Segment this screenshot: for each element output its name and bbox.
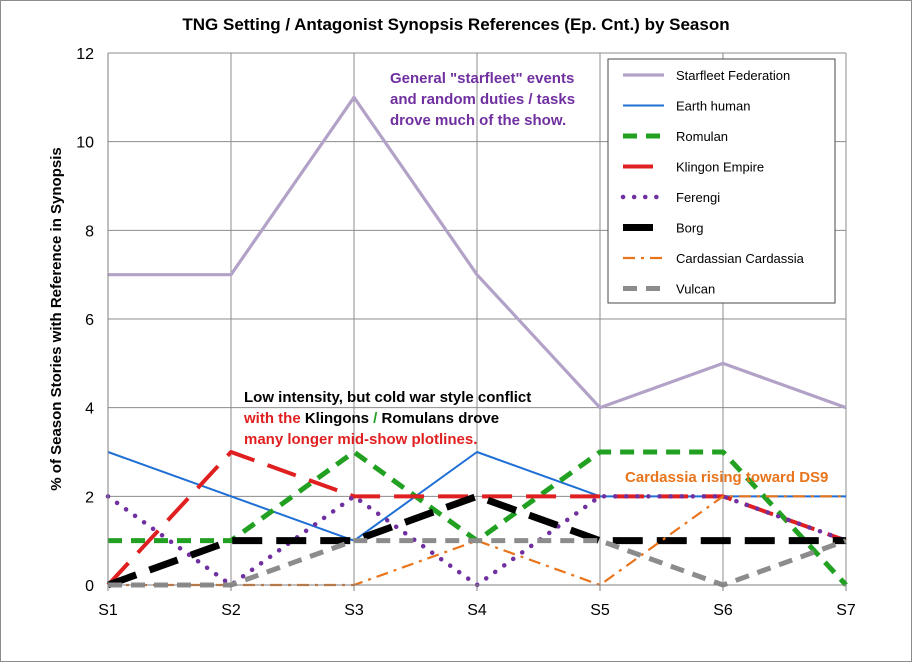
legend-label: Ferengi <box>676 190 720 205</box>
x-tick-label: S5 <box>590 602 610 619</box>
annotation-text: Klingons <box>305 410 369 427</box>
annotations: General "starfleet" events and random dut… <box>243 70 828 486</box>
series-line-5 <box>106 492 846 589</box>
legend-label: Cardassian Cardassia <box>676 251 805 266</box>
annotation-text: with the <box>243 410 305 427</box>
y-tick-label: 2 <box>85 489 94 506</box>
y-tick-label: 12 <box>76 46 94 63</box>
annotation-text: Cardassia rising toward DS9 <box>625 469 828 486</box>
legend-label: Earth human <box>676 99 750 114</box>
y-tick-label: 6 <box>85 312 94 329</box>
annotation-starfleet: and random duties / tasks <box>390 91 575 108</box>
series-line-0 <box>108 95 847 410</box>
legend-label: Romulan <box>676 129 728 144</box>
x-tick-label: S3 <box>344 602 364 619</box>
annotation-text: drove <box>454 410 499 427</box>
y-tick-label: 4 <box>85 401 94 418</box>
x-tick-label: S2 <box>221 602 241 619</box>
axes: 0 2 4 6 8 10 12 S1 S2 S3 S4 S5 S6 S7 <box>76 46 856 619</box>
chart-title: TNG Setting / Antagonist Synopsis Refere… <box>182 15 729 34</box>
annotation-text: drove much of the show. <box>390 112 566 129</box>
legend-label: Vulcan <box>676 282 715 297</box>
y-tick-label: 8 <box>85 223 94 240</box>
y-axis-label: % of Season Stories with Reference in Sy… <box>48 147 65 490</box>
annotation-starfleet: drove much of the show. <box>390 112 566 129</box>
annotation-text: many longer mid-show plotlines. <box>244 431 477 448</box>
series-line-6 <box>108 495 846 587</box>
annotation-cardassia: Cardassia rising toward DS9 <box>625 469 828 486</box>
annotation-starfleet: General "starfleet" events <box>390 70 574 87</box>
annotation-coldwar: Low intensity, but cold war style confli… <box>244 389 531 406</box>
x-tick-label: S7 <box>836 602 856 619</box>
legend-label: Klingon Empire <box>676 160 764 175</box>
annotation-coldwar: with the Klingons / Romulans drove <box>243 410 499 427</box>
x-tick-label: S1 <box>98 602 118 619</box>
annotation-coldwar: many longer mid-show plotlines. <box>244 431 477 448</box>
legend-box <box>607 58 836 304</box>
y-tick-label: 0 <box>85 578 94 595</box>
annotation-text: General "starfleet" events <box>390 70 574 87</box>
legend-label: Starfleet Federation <box>676 68 790 83</box>
annotation-text: Low intensity, but cold war style confli… <box>244 389 531 406</box>
annotation-text: and random duties / tasks <box>390 91 575 108</box>
x-tick-label: S6 <box>713 602 733 619</box>
annotation-text: Romulans <box>382 410 455 427</box>
legend-label: Borg <box>676 221 703 236</box>
legend: Starfleet Federation Earth human Romulan Kl… <box>607 58 836 304</box>
annotation-text: / <box>369 410 382 427</box>
y-tick-label: 10 <box>76 135 94 152</box>
x-tick-label: S4 <box>467 602 487 619</box>
